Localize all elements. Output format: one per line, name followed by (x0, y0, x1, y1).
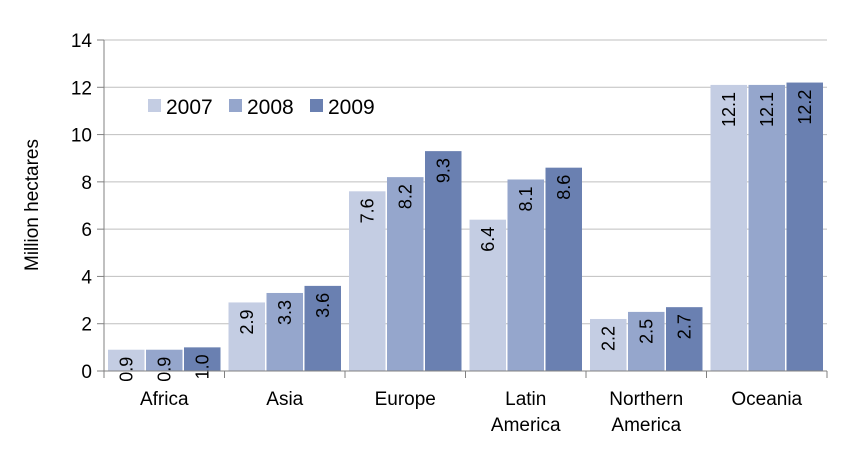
bar (628, 311, 665, 371)
data-label: 2.5 (636, 319, 656, 344)
y-tick-label: 2 (81, 315, 92, 336)
bar (387, 177, 424, 371)
y-tick-label: 4 (81, 267, 92, 288)
bar (108, 349, 145, 371)
data-label: 2.2 (598, 326, 618, 351)
legend: 2007 2008 2009 (148, 96, 375, 119)
x-tick-label: Oceania (731, 389, 802, 410)
bar (349, 191, 386, 371)
bar (228, 302, 265, 371)
y-tick-label: 12 (71, 78, 92, 99)
data-label: 8.1 (516, 186, 536, 211)
data-label: 3.6 (313, 293, 333, 318)
data-label: 12.1 (719, 92, 739, 127)
x-tick-label: America (491, 415, 561, 436)
data-label: 9.3 (433, 158, 453, 183)
y-tick-label: 14 (71, 31, 93, 52)
y-tick-label: 0 (81, 362, 92, 383)
bar (786, 82, 823, 372)
x-tick-label: Latin (505, 389, 546, 410)
data-label: 2.7 (674, 314, 694, 339)
data-label: 8.6 (554, 175, 574, 200)
bar (666, 307, 703, 371)
data-label: 7.6 (357, 198, 377, 223)
data-label: 12.2 (795, 90, 815, 125)
y-tick-label: 10 (71, 126, 92, 147)
y-axis-title: Million hectares (22, 139, 43, 271)
x-tick-label: America (611, 415, 681, 436)
legend-swatch (310, 99, 323, 112)
legend-swatch (148, 99, 161, 112)
x-tick-label: Northern (609, 389, 683, 410)
data-label: 0.9 (116, 357, 136, 382)
bar (590, 318, 627, 371)
legend-label: 2008 (247, 96, 294, 119)
data-label: 12.1 (757, 92, 777, 127)
data-label: 8.2 (395, 184, 415, 209)
y-tick-label: 6 (81, 220, 92, 241)
bar (304, 285, 341, 371)
bar (710, 84, 747, 372)
data-label: 3.3 (275, 300, 295, 325)
x-tick-label: Asia (266, 389, 303, 410)
bar (146, 349, 183, 371)
axes: 0 2 4 6 8 10 12 14 Africa Asia Europe Latin America N… (71, 31, 828, 436)
bar (425, 151, 462, 371)
y-tick-label: 8 (81, 173, 92, 194)
bar (507, 179, 544, 371)
bar (545, 167, 582, 371)
data-label: 2.9 (237, 309, 257, 334)
bar (266, 292, 303, 371)
data-label: 6.4 (478, 227, 498, 252)
legend-label: 2007 (166, 96, 213, 119)
data-label: 1.0 (192, 354, 212, 379)
data-label: 0.9 (154, 357, 174, 382)
legend-swatch (229, 99, 242, 112)
bar (184, 347, 221, 371)
gridlines (104, 39, 827, 325)
bar (469, 219, 506, 371)
bars: 0.9 0.9 1.0 2.9 3.3 3.6 7.6 8.2 9.3 6.4 8.1 8.6 2.2 2… (108, 82, 823, 382)
legend-label: 2009 (328, 96, 375, 119)
x-tick-label: Africa (140, 389, 189, 410)
bar (748, 84, 785, 372)
x-tick-label: Europe (375, 389, 436, 410)
